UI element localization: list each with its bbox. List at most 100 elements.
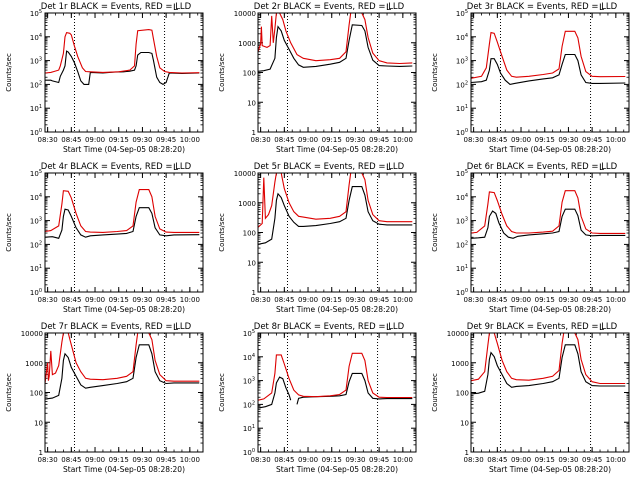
x-axis-label: Start Time (04-Sep-05 08:28:20) xyxy=(276,305,398,314)
plot-frame xyxy=(257,172,417,293)
x-tick-label: 09:30 xyxy=(558,136,578,144)
series-line-lld xyxy=(258,173,413,228)
y-tick-label: 102 xyxy=(30,80,42,89)
y-tick-label: 102 xyxy=(243,400,255,409)
detector-panel-3r: Det 3r BLACK = Events, RED = LLD L Counts/… xyxy=(426,0,639,164)
x-tick-label: 09:30 xyxy=(132,296,152,304)
panel-flag: L xyxy=(599,3,604,13)
y-tick-label: 10000 xyxy=(447,330,469,338)
x-tick-label: 09:30 xyxy=(558,456,578,464)
panel-flag: L xyxy=(599,323,604,333)
detector-panel-6r: Det 6r BLACK = Events, RED = LLD L Counts/… xyxy=(426,160,639,324)
x-axis-label: Start Time (04-Sep-05 08:28:20) xyxy=(489,145,611,154)
y-axis-label: Counts/sec xyxy=(218,213,226,252)
series-line-lld xyxy=(258,13,413,65)
x-tick-label: 08:45 xyxy=(61,136,81,144)
x-tick-label: 09:15 xyxy=(535,296,555,304)
panel-flag: L xyxy=(173,3,178,13)
series-line-events xyxy=(45,207,200,239)
panel-flag: L xyxy=(173,323,178,333)
panel-title: Det 9r BLACK = Events, RED = LLD xyxy=(467,322,618,332)
x-tick-label: 09:30 xyxy=(345,136,365,144)
x-tick-label: 09:30 xyxy=(558,296,578,304)
series-line-events xyxy=(471,208,626,239)
x-tick-label: 09:00 xyxy=(85,136,105,144)
x-tick-label: 09:15 xyxy=(322,456,342,464)
x-tick-label: 09:00 xyxy=(298,296,318,304)
y-tick-label: 100 xyxy=(30,390,43,398)
panel-title: Det 6r BLACK = Events, RED = LLD xyxy=(467,162,618,172)
x-axis-label: Start Time (04-Sep-05 08:28:20) xyxy=(63,145,185,154)
y-tick-label: 101 xyxy=(456,264,468,273)
y-tick-label: 100 xyxy=(30,128,42,137)
panel-title: Det 2r BLACK = Events, RED = LLD xyxy=(254,2,405,12)
panel-title: Det 1r BLACK = Events, RED = LLD xyxy=(41,2,192,12)
y-tick-label: 10000 xyxy=(21,330,43,338)
x-tick-label: 08:30 xyxy=(251,456,271,464)
x-tick-label: 09:45 xyxy=(582,456,602,464)
x-tick-label: 09:00 xyxy=(511,136,531,144)
panel-title: Det 4r BLACK = Events, RED = LLD xyxy=(41,162,192,172)
y-tick-label: 100 xyxy=(456,390,469,398)
panel-flag: L xyxy=(386,163,391,173)
y-tick-label: 103 xyxy=(30,57,42,66)
x-tick-label: 09:15 xyxy=(109,456,129,464)
x-tick-label: 08:30 xyxy=(464,136,484,144)
detector-panel-9r: Det 9r BLACK = Events, RED = LLD L Counts/… xyxy=(426,320,639,484)
series-line-events xyxy=(45,50,200,86)
x-tick-label: 08:45 xyxy=(61,296,81,304)
y-tick-label: 101 xyxy=(30,264,42,273)
x-tick-label: 09:45 xyxy=(369,456,389,464)
panel-flag: L xyxy=(386,323,391,333)
series-line-events xyxy=(471,344,626,395)
y-tick-label: 100 xyxy=(456,128,468,137)
y-tick-label: 105 xyxy=(30,9,42,18)
y-tick-label: 103 xyxy=(456,217,468,226)
plot-frame xyxy=(470,172,630,293)
x-tick-label: 10:00 xyxy=(180,456,200,464)
x-tick-label: 09:15 xyxy=(322,296,342,304)
x-tick-label: 09:30 xyxy=(132,136,152,144)
x-tick-label: 08:45 xyxy=(487,456,507,464)
series-line-lld xyxy=(45,333,200,384)
series-line-events xyxy=(258,24,413,72)
x-tick-label: 09:45 xyxy=(582,136,602,144)
y-tick-label: 104 xyxy=(30,33,42,42)
x-axis-label: Start Time (04-Sep-05 08:28:20) xyxy=(276,465,398,474)
y-axis-label: Counts/sec xyxy=(218,373,226,412)
series-line-events xyxy=(471,53,626,85)
y-tick-label: 10000 xyxy=(234,170,256,178)
x-tick-label: 08:45 xyxy=(274,136,294,144)
y-tick-label: 105 xyxy=(243,329,255,338)
series-line-lld xyxy=(258,352,413,401)
x-tick-label: 09:15 xyxy=(322,136,342,144)
series-line-lld xyxy=(471,333,626,385)
plot-frame xyxy=(470,332,630,453)
y-tick-label: 104 xyxy=(456,33,468,42)
y-axis-label: Counts/sec xyxy=(5,213,13,252)
x-tick-label: 10:00 xyxy=(606,296,626,304)
x-tick-label: 09:45 xyxy=(156,296,176,304)
x-tick-label: 09:45 xyxy=(369,296,389,304)
x-tick-label: 08:30 xyxy=(464,296,484,304)
detector-panel-5r: Det 5r BLACK = Events, RED = LLD L Counts/… xyxy=(213,160,426,324)
y-tick-label: 103 xyxy=(30,217,42,226)
x-tick-label: 10:00 xyxy=(393,136,413,144)
series-line-events xyxy=(45,344,200,400)
y-tick-label: 100 xyxy=(456,288,468,297)
x-tick-label: 08:45 xyxy=(274,296,294,304)
x-tick-label: 10:00 xyxy=(180,136,200,144)
x-axis-label: Start Time (04-Sep-05 08:28:20) xyxy=(63,305,185,314)
y-tick-label: 104 xyxy=(243,353,255,362)
x-tick-label: 09:00 xyxy=(511,296,531,304)
y-tick-label: 1000 xyxy=(451,360,469,368)
series-line-events xyxy=(258,186,413,245)
x-tick-label: 08:30 xyxy=(251,296,271,304)
y-tick-label: 1 xyxy=(252,129,256,137)
